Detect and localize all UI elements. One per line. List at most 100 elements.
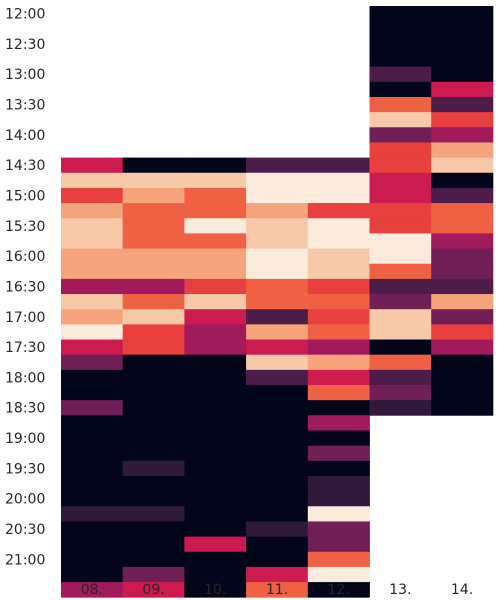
heatmap-cell-12.-19:15 — [307, 445, 370, 462]
heatmap-cell-14.-13:30 — [431, 96, 494, 113]
heatmap-cell-14.-17:30 — [431, 339, 494, 356]
heatmap-cell-13.-12:15 — [369, 21, 432, 37]
heatmap-cell-10.-20:15 — [184, 506, 247, 522]
heatmap-cell-08.-15:00 — [61, 187, 124, 204]
heatmap-cell-08.-18:30 — [61, 400, 124, 416]
heatmap-cell-11.-14:45 — [246, 172, 309, 189]
heatmap-cell-09.-17:00 — [122, 309, 185, 325]
heatmap-cell-08.-18:15 — [61, 385, 124, 401]
heatmap-cell-12.-20:00 — [307, 491, 370, 507]
y-tick-label: 13:00 — [5, 67, 45, 83]
heatmap-cell-12.-17:15 — [307, 324, 370, 340]
heatmap-cell-13.-16:45 — [369, 294, 432, 310]
heatmap-cell-10.-15:45 — [184, 233, 247, 249]
y-tick-label: 19:00 — [5, 431, 45, 447]
heatmap-cell-12.-16:45 — [307, 294, 370, 310]
heatmap-cell-09.-18:45 — [122, 415, 185, 431]
y-tick-label: 14:00 — [5, 128, 45, 144]
heatmap-cell-13.-15:45 — [369, 233, 432, 249]
y-tick-label: 18:00 — [5, 370, 45, 386]
heatmap-cell-12.-18:30 — [307, 400, 370, 416]
heatmap-cell-14.-13:15 — [431, 81, 494, 98]
heatmap-cell-14.-17:15 — [431, 324, 494, 340]
heatmap-cell-09.-20:00 — [122, 491, 185, 507]
heatmap-cell-11.-15:45 — [246, 233, 309, 249]
heatmap-cell-14.-12:30 — [431, 36, 494, 52]
heatmap-cell-13.-18:15 — [369, 385, 432, 401]
x-axis-tick-labels: 08. 09. 10. 11. 12. 13. 14. — [81, 582, 473, 598]
heatmap-cell-08.-16:15 — [61, 263, 124, 280]
heatmap-cell-09.-16:00 — [122, 248, 185, 265]
heatmap-cell-10.-17:00 — [184, 309, 247, 325]
heatmap-cell-12.-20:15 — [307, 506, 370, 522]
heatmap-cell-10.-16:30 — [184, 278, 247, 295]
heatmap-cell-14.-16:00 — [431, 248, 494, 265]
heatmap-cell-08.-21:00 — [61, 551, 124, 568]
heatmap-cell-10.-20:30 — [184, 521, 247, 537]
heatmap-cell-09.-undefined — [122, 582, 185, 598]
heatmap-cell-14.-17:45 — [431, 354, 494, 371]
heatmap-cell-08.-16:00 — [61, 248, 124, 265]
heatmap-cell-14.-13:00 — [431, 66, 494, 83]
heatmap-cell-08.-18:00 — [61, 369, 124, 386]
y-tick-label: 21:00 — [5, 552, 45, 568]
heatmap-cell-10.-19:45 — [184, 475, 247, 492]
heatmap-cell-13.-15:30 — [369, 218, 432, 234]
heatmap-cell-08.-15:45 — [61, 233, 124, 249]
heatmap-cell-09.-19:45 — [122, 475, 185, 492]
heatmap-cells — [61, 6, 494, 598]
y-tick-label: 18:30 — [5, 401, 45, 417]
heatmap-cell-12.-14:30 — [307, 157, 370, 174]
heatmap-cell-09.-19:15 — [122, 445, 185, 462]
heatmap-cell-09.-17:15 — [122, 324, 185, 340]
heatmap-cell-09.-18:30 — [122, 400, 185, 416]
heatmap-cell-13.-15:15 — [369, 203, 432, 219]
heatmap-cell-10.-15:00 — [184, 187, 247, 204]
heatmap-cell-14.-15:00 — [431, 187, 494, 204]
heatmap-cell-10.-20:00 — [184, 491, 247, 507]
heatmap-cell-08.-21:15 — [61, 566, 124, 583]
y-tick-label: 19:30 — [5, 461, 45, 477]
heatmap-cell-08.-19:00 — [61, 430, 124, 447]
heatmap-cell-14.-12:45 — [431, 51, 494, 68]
heatmap-cell-11.-18:30 — [246, 400, 309, 416]
y-tick-label: 15:00 — [5, 189, 45, 205]
heatmap-cell-13.-14:45 — [369, 172, 432, 189]
heatmap-cell-12.-19:45 — [307, 475, 370, 492]
heatmap-cell-14.-16:45 — [431, 294, 494, 310]
heatmap-cell-11.-18:15 — [246, 385, 309, 401]
heatmap-cell-08.-17:15 — [61, 324, 124, 340]
heatmap-cell-13.-14:15 — [369, 142, 432, 158]
heatmap-cell-09.-21:15 — [122, 566, 185, 583]
y-tick-label: 13:30 — [5, 98, 45, 114]
x-tick-label: 13. — [389, 582, 411, 598]
heatmap-cell-09.-14:30 — [122, 157, 185, 174]
heatmap-cell-12.-18:15 — [307, 385, 370, 401]
y-tick-label: 17:00 — [5, 310, 45, 326]
heatmap-cell-08.-20:45 — [61, 536, 124, 553]
x-tick-label: 10. — [204, 582, 226, 598]
y-tick-label: 20:30 — [5, 522, 45, 538]
heatmap-cell-09.-15:30 — [122, 218, 185, 234]
heatmap-cell-08.-14:45 — [61, 172, 124, 189]
heatmap-cell-08.-20:00 — [61, 491, 124, 507]
heatmap-cell-11.-19:45 — [246, 475, 309, 492]
heatmap-cell-13.-12:45 — [369, 51, 432, 68]
heatmap-cell-10.-19:00 — [184, 430, 247, 447]
heatmap-cell-12.-15:15 — [307, 203, 370, 219]
y-tick-label: 14:30 — [5, 158, 45, 174]
heatmap-cell-14.-15:30 — [431, 218, 494, 234]
x-tick-label: 12. — [328, 582, 350, 598]
heatmap-cell-08.-17:30 — [61, 339, 124, 356]
heatmap-cell-10.-14:45 — [184, 172, 247, 189]
heatmap-cell-08.-15:30 — [61, 218, 124, 234]
heatmap-cell-10.-15:30 — [184, 218, 247, 234]
heatmap-cell-14.-18:30 — [431, 400, 494, 416]
heatmap-cell-09.-19:30 — [122, 460, 185, 477]
heatmap-cell-11.-15:00 — [246, 187, 309, 204]
heatmap-cell-09.-15:45 — [122, 233, 185, 249]
heatmap-cell-13.-13:30 — [369, 96, 432, 113]
heatmap-cell-12.-20:45 — [307, 536, 370, 553]
heatmap-cell-10.-18:45 — [184, 415, 247, 431]
y-tick-label: 16:30 — [5, 279, 45, 295]
